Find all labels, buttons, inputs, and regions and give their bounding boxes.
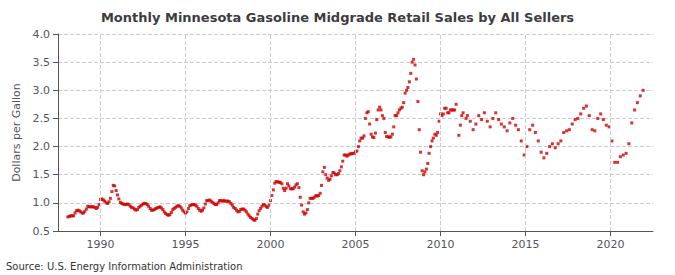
svg-text:Source: U.S. Energy Informatio: Source: U.S. Energy Information Administ… [6,261,243,272]
svg-text:2.0: 2.0 [33,140,51,153]
svg-text:Dollars per Gallon: Dollars per Gallon [10,83,23,182]
svg-text:4.0: 4.0 [33,28,51,41]
svg-text:Monthly Minnesota Gasoline Mid: Monthly Minnesota Gasoline Midgrade Reta… [101,10,574,25]
svg-text:1.5: 1.5 [33,168,51,181]
svg-text:2.5: 2.5 [33,112,51,125]
svg-text:2015: 2015 [512,238,540,251]
svg-text:1.0: 1.0 [33,196,51,209]
svg-text:1990: 1990 [87,238,115,251]
svg-text:1995: 1995 [172,238,200,251]
svg-text:3.5: 3.5 [33,56,51,69]
svg-text:2020: 2020 [597,238,625,251]
svg-text:3.0: 3.0 [33,84,51,97]
svg-text:2010: 2010 [427,238,455,251]
svg-text:2005: 2005 [342,238,370,251]
svg-text:2000: 2000 [257,238,285,251]
svg-text:0.5: 0.5 [33,225,51,238]
